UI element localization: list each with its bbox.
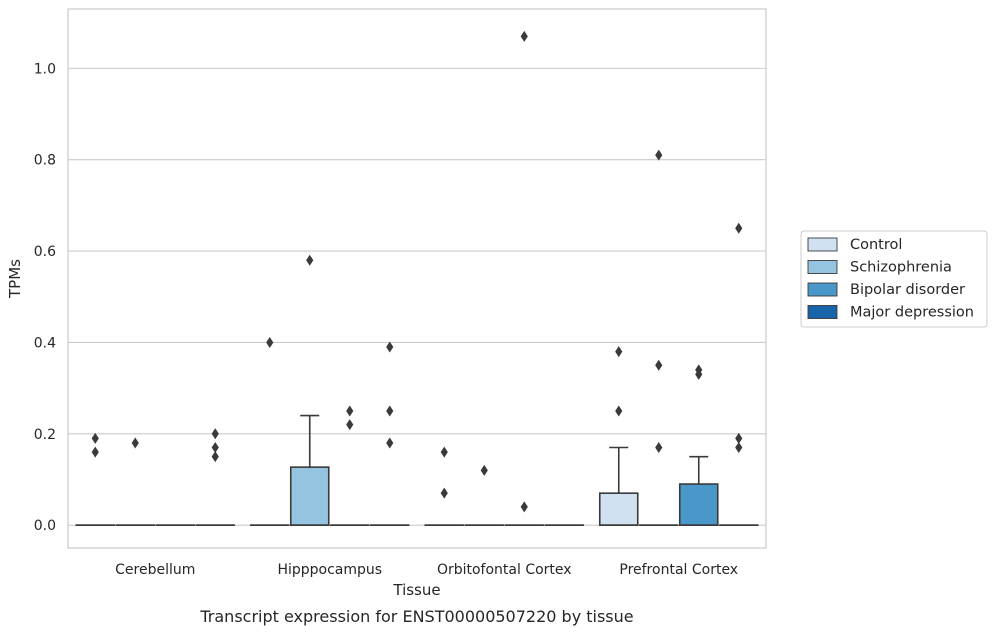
legend-frame — [800, 230, 988, 328]
outlier-point — [735, 432, 743, 444]
outlier-point — [346, 405, 354, 417]
outlier-point — [131, 437, 139, 449]
outlier-point — [695, 368, 703, 380]
outlier-point — [520, 30, 528, 42]
plot-frame — [67, 8, 767, 549]
y-tick-label: 0.2 — [34, 427, 56, 443]
box-body — [289, 466, 330, 526]
x-tick-label: Cerebellum — [115, 562, 195, 578]
outlier-point — [91, 432, 99, 444]
legend-swatch — [807, 282, 838, 297]
legend-item: Bipolar disorder — [807, 282, 965, 298]
outlier-point — [386, 437, 394, 449]
outlier-point — [386, 405, 394, 417]
legend-label: Major depression — [850, 305, 974, 321]
legend-swatch — [807, 305, 838, 319]
outlier-point — [615, 346, 623, 358]
outlier-point — [520, 501, 528, 513]
x-tick-labels: Cerebellum Hipppocampus Orbitofontal Corte… — [115, 562, 738, 578]
x-tick-label: Hipppocampus — [277, 562, 382, 578]
y-tick-label: 0.8 — [34, 153, 56, 169]
box-control — [598, 446, 639, 526]
y-axis-label: TPMs — [6, 259, 24, 299]
outlier-point — [211, 428, 219, 440]
outlier-point — [440, 487, 448, 499]
legend-item: Schizophrenia — [807, 260, 952, 276]
box-body — [598, 492, 639, 526]
x-tick-label: Orbitofontal Cortex — [437, 562, 572, 578]
y-tick-label: 0.6 — [34, 244, 56, 260]
grid-lines — [68, 67, 766, 526]
legend-item: Control — [807, 237, 902, 253]
outlier-point — [615, 405, 623, 417]
legend-label: Schizophrenia — [850, 260, 952, 276]
x-axis-label: Tissue — [392, 581, 440, 599]
boxes — [75, 414, 759, 526]
y-tick-label: 1.0 — [34, 61, 56, 77]
outlier-point — [306, 254, 314, 266]
outlier-point — [211, 442, 219, 454]
outlier-point — [346, 419, 354, 431]
outlier-point — [440, 446, 448, 458]
legend-swatch — [807, 260, 838, 274]
legend-label: Bipolar disorder — [850, 282, 965, 298]
outlier-point — [655, 359, 663, 371]
outlier-point — [655, 442, 663, 454]
y-tick-label: 0.4 — [34, 335, 56, 351]
legend: Control Schizophrenia Bipolar disorder Majo… — [800, 230, 988, 328]
outlier-point — [211, 451, 219, 463]
outlier-point — [655, 149, 663, 161]
outlier-point — [386, 341, 394, 353]
box-schizophrenia — [289, 414, 330, 526]
legend-swatch — [807, 237, 838, 252]
outliers — [91, 30, 743, 513]
legend-item: Major depression — [807, 305, 974, 321]
x-tick-label: Prefrontal Cortex — [619, 562, 738, 578]
outlier-point — [91, 446, 99, 458]
y-tick-labels: 0.0 0.2 0.4 0.6 0.8 1.0 — [34, 61, 56, 534]
box-body — [678, 483, 719, 526]
y-tick-label: 0.0 — [34, 518, 56, 534]
outlier-point — [266, 336, 274, 348]
box-bipolar-disorder — [678, 455, 719, 526]
outlier-point — [735, 442, 743, 454]
outlier-point — [735, 222, 743, 234]
outlier-point — [480, 464, 488, 476]
chart-caption: Transcript expression for ENST0000050722… — [199, 607, 633, 626]
legend-label: Control — [850, 237, 902, 253]
